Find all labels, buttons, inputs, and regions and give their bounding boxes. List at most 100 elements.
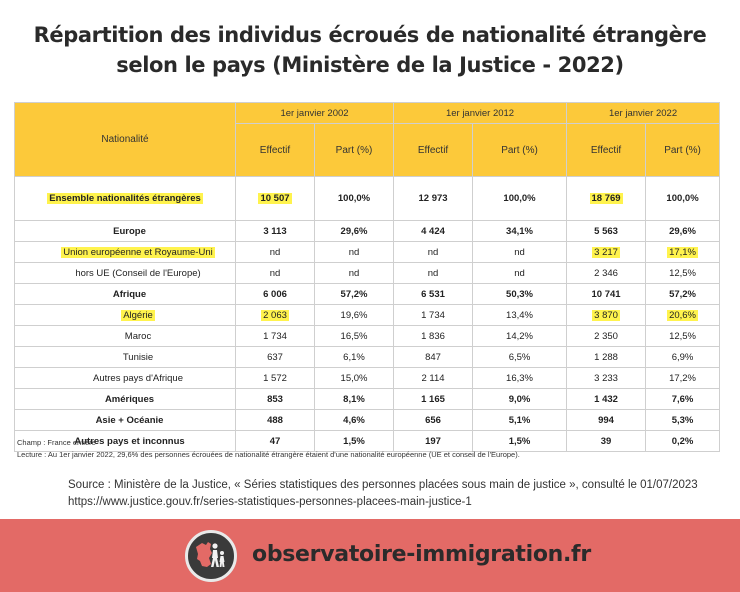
table-cell: nd — [393, 241, 474, 263]
part-header: Part (%) — [313, 123, 395, 177]
table-row: Algérie 2 063 19,6% 1 734 13,4% 3 870 20… — [14, 304, 721, 326]
row-label: Tunisie — [14, 346, 236, 368]
table-cell: 4 424 — [393, 220, 474, 242]
table-cell: 6 531 — [393, 283, 474, 305]
table-row-total: Ensemble nationalités étrangères 10 507 … — [14, 176, 721, 221]
title-line-2: selon le pays (Ministère de la Justice -… — [116, 53, 624, 77]
table-cell: 656 — [393, 409, 474, 431]
table-cell: 1 165 — [393, 388, 474, 410]
table-cell: 5,1% — [472, 409, 568, 431]
table-cell: 29,6% — [645, 220, 721, 242]
table-row: Afrique 6 006 57,2% 6 531 50,3% 10 741 5… — [14, 283, 721, 305]
table-cell: 29,6% — [313, 220, 395, 242]
table-cell: 100,0% — [472, 176, 568, 221]
table-cell: 34,1% — [472, 220, 568, 242]
table-cell: nd — [235, 262, 315, 284]
source-url[interactable]: https://www.justice.gouv.fr/series-stati… — [68, 496, 472, 508]
period-header-2012: 1er janvier 2012 — [393, 102, 568, 124]
table-cell: 18 769 — [589, 193, 623, 204]
table-cell: 50,3% — [472, 283, 568, 305]
row-label: Autres pays et inconnus — [14, 430, 236, 452]
table-cell: 197 — [393, 430, 474, 452]
table-cell: 853 — [235, 388, 315, 410]
table-cell: 2 114 — [393, 367, 474, 389]
row-label: Maroc — [14, 325, 236, 347]
table-cell: 7,6% — [645, 388, 721, 410]
table-cell: nd — [472, 241, 568, 263]
table-cell: 8,1% — [313, 388, 395, 410]
table-cell: 1 432 — [566, 388, 647, 410]
table-cell: 19,6% — [313, 304, 395, 326]
table-cell: 1 572 — [235, 367, 315, 389]
table-row: Autres pays d'Afrique 1 572 15,0% 2 114 … — [14, 367, 721, 389]
table-cell: 16,3% — [472, 367, 568, 389]
table-cell: 1 836 — [393, 325, 474, 347]
table-cell: 100,0% — [313, 176, 395, 221]
table-cell: nd — [472, 262, 568, 284]
table-row: Amériques 853 8,1% 1 165 9,0% 1 432 7,6% — [14, 388, 721, 410]
row-label: hors UE (Conseil de l'Europe) — [14, 262, 236, 284]
table-cell: 6,1% — [313, 346, 395, 368]
table-row: Asie + Océanie 488 4,6% 656 5,1% 994 5,3… — [14, 409, 721, 431]
table-row: Tunisie 637 6,1% 847 6,5% 1 288 6,9% — [14, 346, 721, 368]
table-cell: 994 — [566, 409, 647, 431]
table-cell: 13,4% — [472, 304, 568, 326]
row-label: Asie + Océanie — [14, 409, 236, 431]
effectif-header: Effectif — [566, 123, 647, 177]
table-cell: 1 734 — [235, 325, 315, 347]
table-cell: 488 — [235, 409, 315, 431]
table-row: Autres pays et inconnus 47 1,5% 197 1,5%… — [14, 430, 721, 452]
effectif-header: Effectif — [235, 123, 315, 177]
effectif-header: Effectif — [393, 123, 474, 177]
row-label: Autres pays d'Afrique — [14, 367, 236, 389]
champ-note: Champ : France entière — [17, 438, 96, 447]
table-cell: 16,5% — [313, 325, 395, 347]
table-cell: 5 563 — [566, 220, 647, 242]
logo — [185, 530, 237, 582]
table-cell: 3 113 — [235, 220, 315, 242]
table-cell: 17,2% — [645, 367, 721, 389]
table-cell: 6,9% — [645, 346, 721, 368]
table-cell: 20,6% — [667, 309, 698, 321]
page-title: Répartition des individus écroués de nat… — [0, 20, 740, 80]
table-cell: 17,1% — [667, 246, 698, 258]
row-label: Amériques — [14, 388, 236, 410]
table-row: Maroc 1 734 16,5% 1 836 14,2% 2 350 12,5… — [14, 325, 721, 347]
table-cell: 1 288 — [566, 346, 647, 368]
source-text: Source : Ministère de la Justice, « Séri… — [68, 479, 698, 491]
table-cell: 57,2% — [313, 283, 395, 305]
table-cell: 10 507 — [258, 193, 292, 204]
table-cell: 6,5% — [472, 346, 568, 368]
table-cell: 12,5% — [645, 325, 721, 347]
source-citation: Source : Ministère de la Justice, « Séri… — [68, 477, 698, 511]
lecture-note: Lecture : Au 1er janvier 2022, 29,6% des… — [17, 449, 520, 459]
table-cell: 12,5% — [645, 262, 721, 284]
site-name[interactable]: observatoire-immigration.fr — [252, 542, 591, 567]
table-notes: Champ : France entière Lecture : Au 1er … — [17, 437, 520, 460]
footer-banner: observatoire-immigration.fr — [0, 519, 740, 592]
table-cell: 9,0% — [472, 388, 568, 410]
table-row: Europe 3 113 29,6% 4 424 34,1% 5 563 29,… — [14, 220, 721, 242]
table-cell: nd — [393, 262, 474, 284]
migrants-icon — [196, 542, 225, 567]
table-cell: 47 — [235, 430, 315, 452]
table-row: Union européenne et Royaume-Uni nd nd nd… — [14, 241, 721, 263]
table-cell: 847 — [393, 346, 474, 368]
table-cell: 2 346 — [566, 262, 647, 284]
table-cell: 3 233 — [566, 367, 647, 389]
table-cell: 1,5% — [472, 430, 568, 452]
table-cell: 6 006 — [235, 283, 315, 305]
table-cell: 5,3% — [645, 409, 721, 431]
table-cell: 57,2% — [645, 283, 721, 305]
row-label: Algérie — [121, 309, 155, 321]
part-header: Part (%) — [472, 123, 568, 177]
table-row: hors UE (Conseil de l'Europe) nd nd nd n… — [14, 262, 721, 284]
title-line-1: Répartition des individus écroués de nat… — [33, 23, 707, 47]
table-cell: 1,5% — [313, 430, 395, 452]
nationality-header: Nationalité — [14, 102, 236, 177]
table-cell: 1 734 — [393, 304, 474, 326]
table-cell: 15,0% — [313, 367, 395, 389]
period-header-2022: 1er janvier 2022 — [566, 102, 721, 124]
table-cell: 4,6% — [313, 409, 395, 431]
table-cell: 39 — [566, 430, 647, 452]
